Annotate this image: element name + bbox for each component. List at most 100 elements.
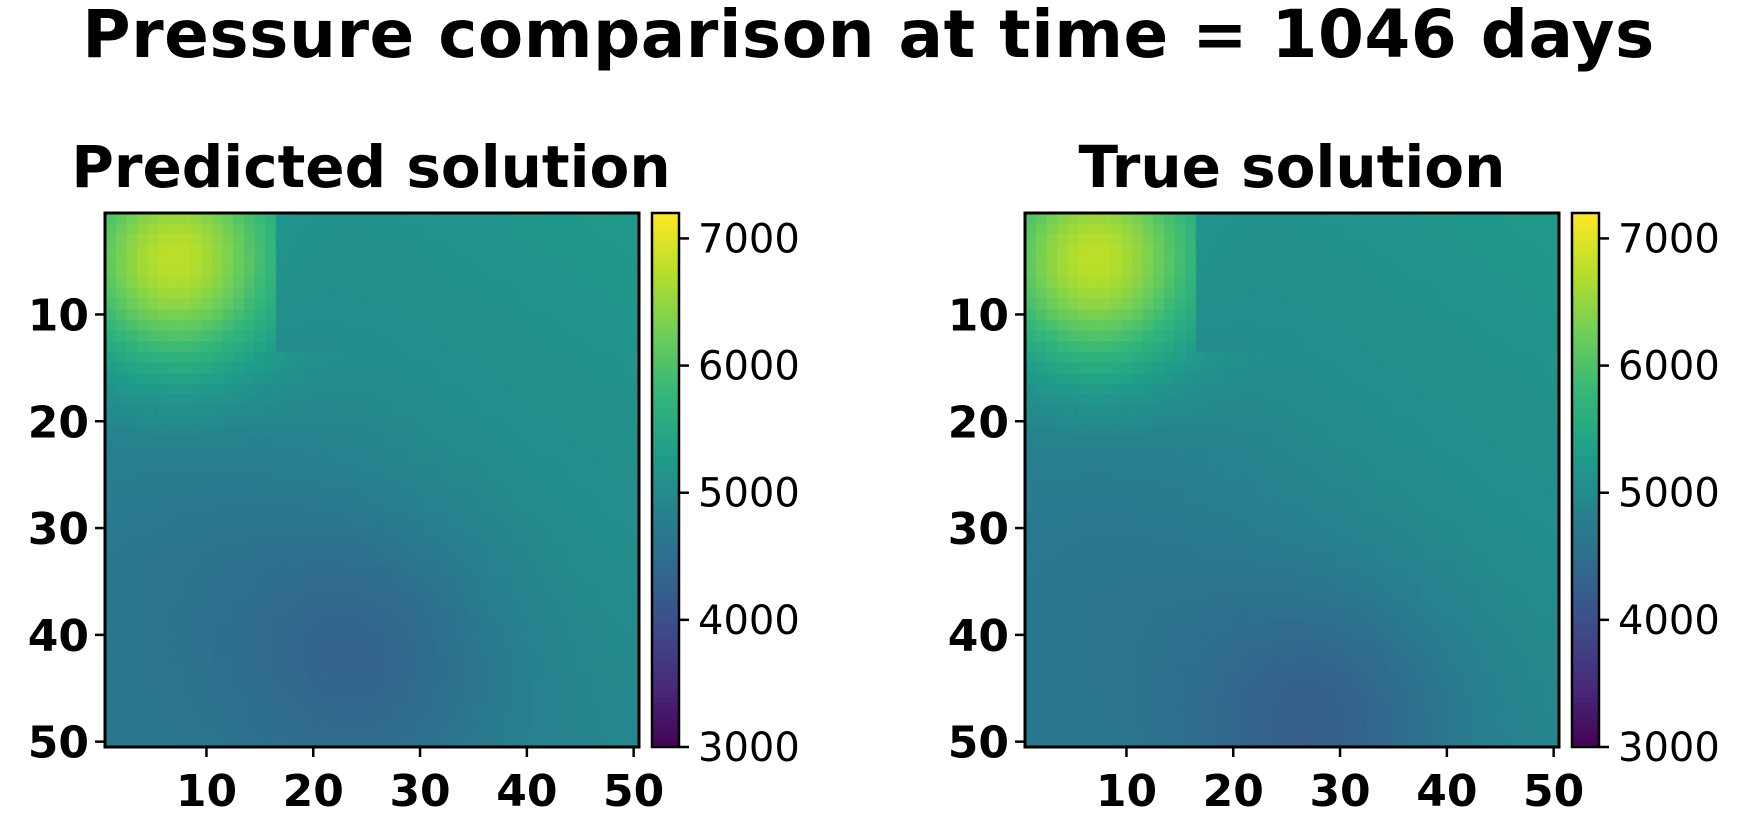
heatmap-cell <box>137 714 149 727</box>
heatmap-cell <box>1324 469 1336 481</box>
heatmap-cell <box>489 629 501 641</box>
heatmap-cell <box>468 330 480 342</box>
heatmap-cell <box>628 447 640 460</box>
heatmap-cell <box>1142 533 1154 545</box>
heatmap-cell <box>1046 693 1058 705</box>
heatmap-cell <box>1238 266 1250 278</box>
colorbar-segment <box>652 551 679 557</box>
heatmap-cell <box>350 298 362 310</box>
heatmap-cell <box>1302 533 1314 545</box>
heatmap-cell <box>275 490 288 502</box>
heatmap-cell <box>1292 480 1304 492</box>
heatmap-cell <box>1548 383 1560 396</box>
heatmap-cell <box>1025 426 1037 438</box>
heatmap-cell <box>1409 394 1421 406</box>
heatmap-cell <box>606 234 619 246</box>
heatmap-cell <box>1388 522 1400 534</box>
heatmap-cell <box>1409 672 1421 684</box>
heatmap-cell <box>1388 255 1400 267</box>
heatmap-cell <box>1121 501 1133 513</box>
heatmap-cell <box>126 661 138 673</box>
heatmap-cell <box>628 650 640 663</box>
colorbar-segment <box>652 248 679 254</box>
heatmap-cell <box>1292 223 1304 235</box>
heatmap-cell <box>318 319 330 332</box>
heatmap-cell <box>275 234 288 246</box>
heatmap-cell <box>1345 629 1357 641</box>
heatmap-cell <box>521 597 533 609</box>
heatmap-cell <box>1067 576 1079 588</box>
heatmap-cell <box>436 650 448 663</box>
heatmap-cell <box>1110 383 1122 396</box>
heatmap-cell <box>393 234 405 246</box>
heatmap-cell <box>404 330 416 342</box>
heatmap-cell <box>542 469 555 481</box>
heatmap-cell <box>628 341 640 353</box>
heatmap-cell <box>158 544 170 556</box>
heatmap-cell <box>489 309 501 321</box>
heatmap-cell <box>1388 245 1400 257</box>
heatmap-cell <box>1035 437 1047 449</box>
heatmap-cell <box>1067 426 1079 438</box>
heatmap-cell <box>1484 458 1496 470</box>
heatmap-cell <box>1398 426 1411 438</box>
heatmap-cell <box>1473 437 1485 449</box>
colorbar-segment <box>652 453 679 459</box>
heatmap-cell <box>1537 394 1549 406</box>
heatmap-cell <box>1473 650 1485 663</box>
heatmap-cell <box>1537 362 1549 374</box>
heatmap-cell <box>425 522 437 534</box>
heatmap-cell <box>1110 426 1122 438</box>
heatmap-cell <box>617 437 629 449</box>
heatmap-cell <box>436 234 448 246</box>
heatmap-cell <box>404 469 416 481</box>
heatmap-cell <box>1110 213 1122 225</box>
heatmap-cell <box>564 672 576 684</box>
heatmap-cell <box>105 330 117 342</box>
heatmap-cell <box>596 277 608 289</box>
heatmap-cell <box>158 629 170 641</box>
heatmap-cell <box>1217 586 1229 599</box>
heatmap-cell <box>1537 480 1549 492</box>
heatmap-cell <box>115 341 127 353</box>
heatmap-cell <box>1537 512 1549 524</box>
heatmap-cell <box>147 394 159 406</box>
heatmap-cell <box>1473 608 1485 620</box>
heatmap-cell <box>254 672 266 684</box>
heatmap-cell <box>1174 362 1186 374</box>
heatmap-cell <box>1494 469 1507 481</box>
heatmap-cell <box>617 501 629 513</box>
heatmap-cell <box>1420 405 1432 417</box>
heatmap-cell <box>1281 586 1293 599</box>
heatmap-cell <box>457 255 469 267</box>
heatmap-cell <box>606 586 619 599</box>
heatmap-cell <box>1292 533 1304 545</box>
heatmap-cell <box>1195 405 1208 417</box>
heatmap-cell <box>105 245 117 257</box>
heatmap-cell <box>222 405 234 417</box>
heatmap-cell <box>233 640 245 652</box>
heatmap-cell <box>158 287 170 300</box>
heatmap-cell <box>1537 586 1549 599</box>
heatmap-cell <box>1420 437 1432 449</box>
heatmap-cell <box>1121 437 1133 449</box>
heatmap-cell <box>307 266 320 278</box>
heatmap-cell <box>1441 629 1453 641</box>
heatmap-cell <box>1430 234 1443 246</box>
heatmap-cell <box>1270 512 1282 524</box>
heatmap-cell <box>105 469 117 481</box>
heatmap-cell <box>1163 458 1176 470</box>
heatmap-cell <box>1292 544 1304 556</box>
heatmap-cell <box>1494 309 1507 321</box>
heatmap-cell <box>126 266 138 278</box>
heatmap-cell <box>1142 213 1154 225</box>
heatmap-cell <box>606 565 619 577</box>
heatmap-cell <box>1484 640 1496 652</box>
heatmap-cell <box>1217 298 1229 310</box>
heatmap-cell <box>1281 522 1293 534</box>
heatmap-cell <box>1345 287 1357 300</box>
heatmap-cell <box>542 512 555 524</box>
heatmap-cell <box>222 608 234 620</box>
heatmap-cell <box>1067 565 1079 577</box>
heatmap-cell <box>1238 618 1250 631</box>
